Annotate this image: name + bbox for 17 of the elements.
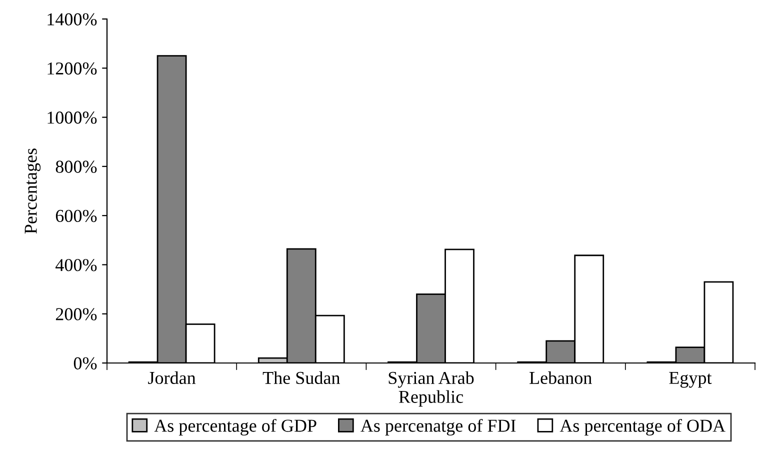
legend-label: As percentage of ODA [560, 418, 726, 436]
y-tick-label: 1000% [48, 112, 97, 124]
y-tick-label: 1200% [48, 62, 97, 75]
x-tick-label: The Sudan [262, 371, 340, 384]
y-axis-title: Percentages [24, 148, 41, 234]
y-tick-label: 400% [56, 258, 97, 272]
y-tick-label: 600% [56, 210, 97, 222]
legend-label: As percentage of GDP [154, 418, 316, 436]
x-tick-label: Egypt [669, 372, 712, 388]
y-tick-label: 0% [74, 357, 97, 370]
y-tick-label: 200% [56, 308, 97, 320]
legend-label: As percenatge of FDI [360, 418, 516, 436]
x-tick-label: Jordan [148, 371, 196, 384]
x-tick-label: Syrian Arab Republic [388, 371, 474, 407]
x-tick-label: Lebanon [530, 371, 592, 384]
y-tick-label: 1400% [48, 13, 97, 26]
y-tick-label: 800% [56, 160, 97, 173]
